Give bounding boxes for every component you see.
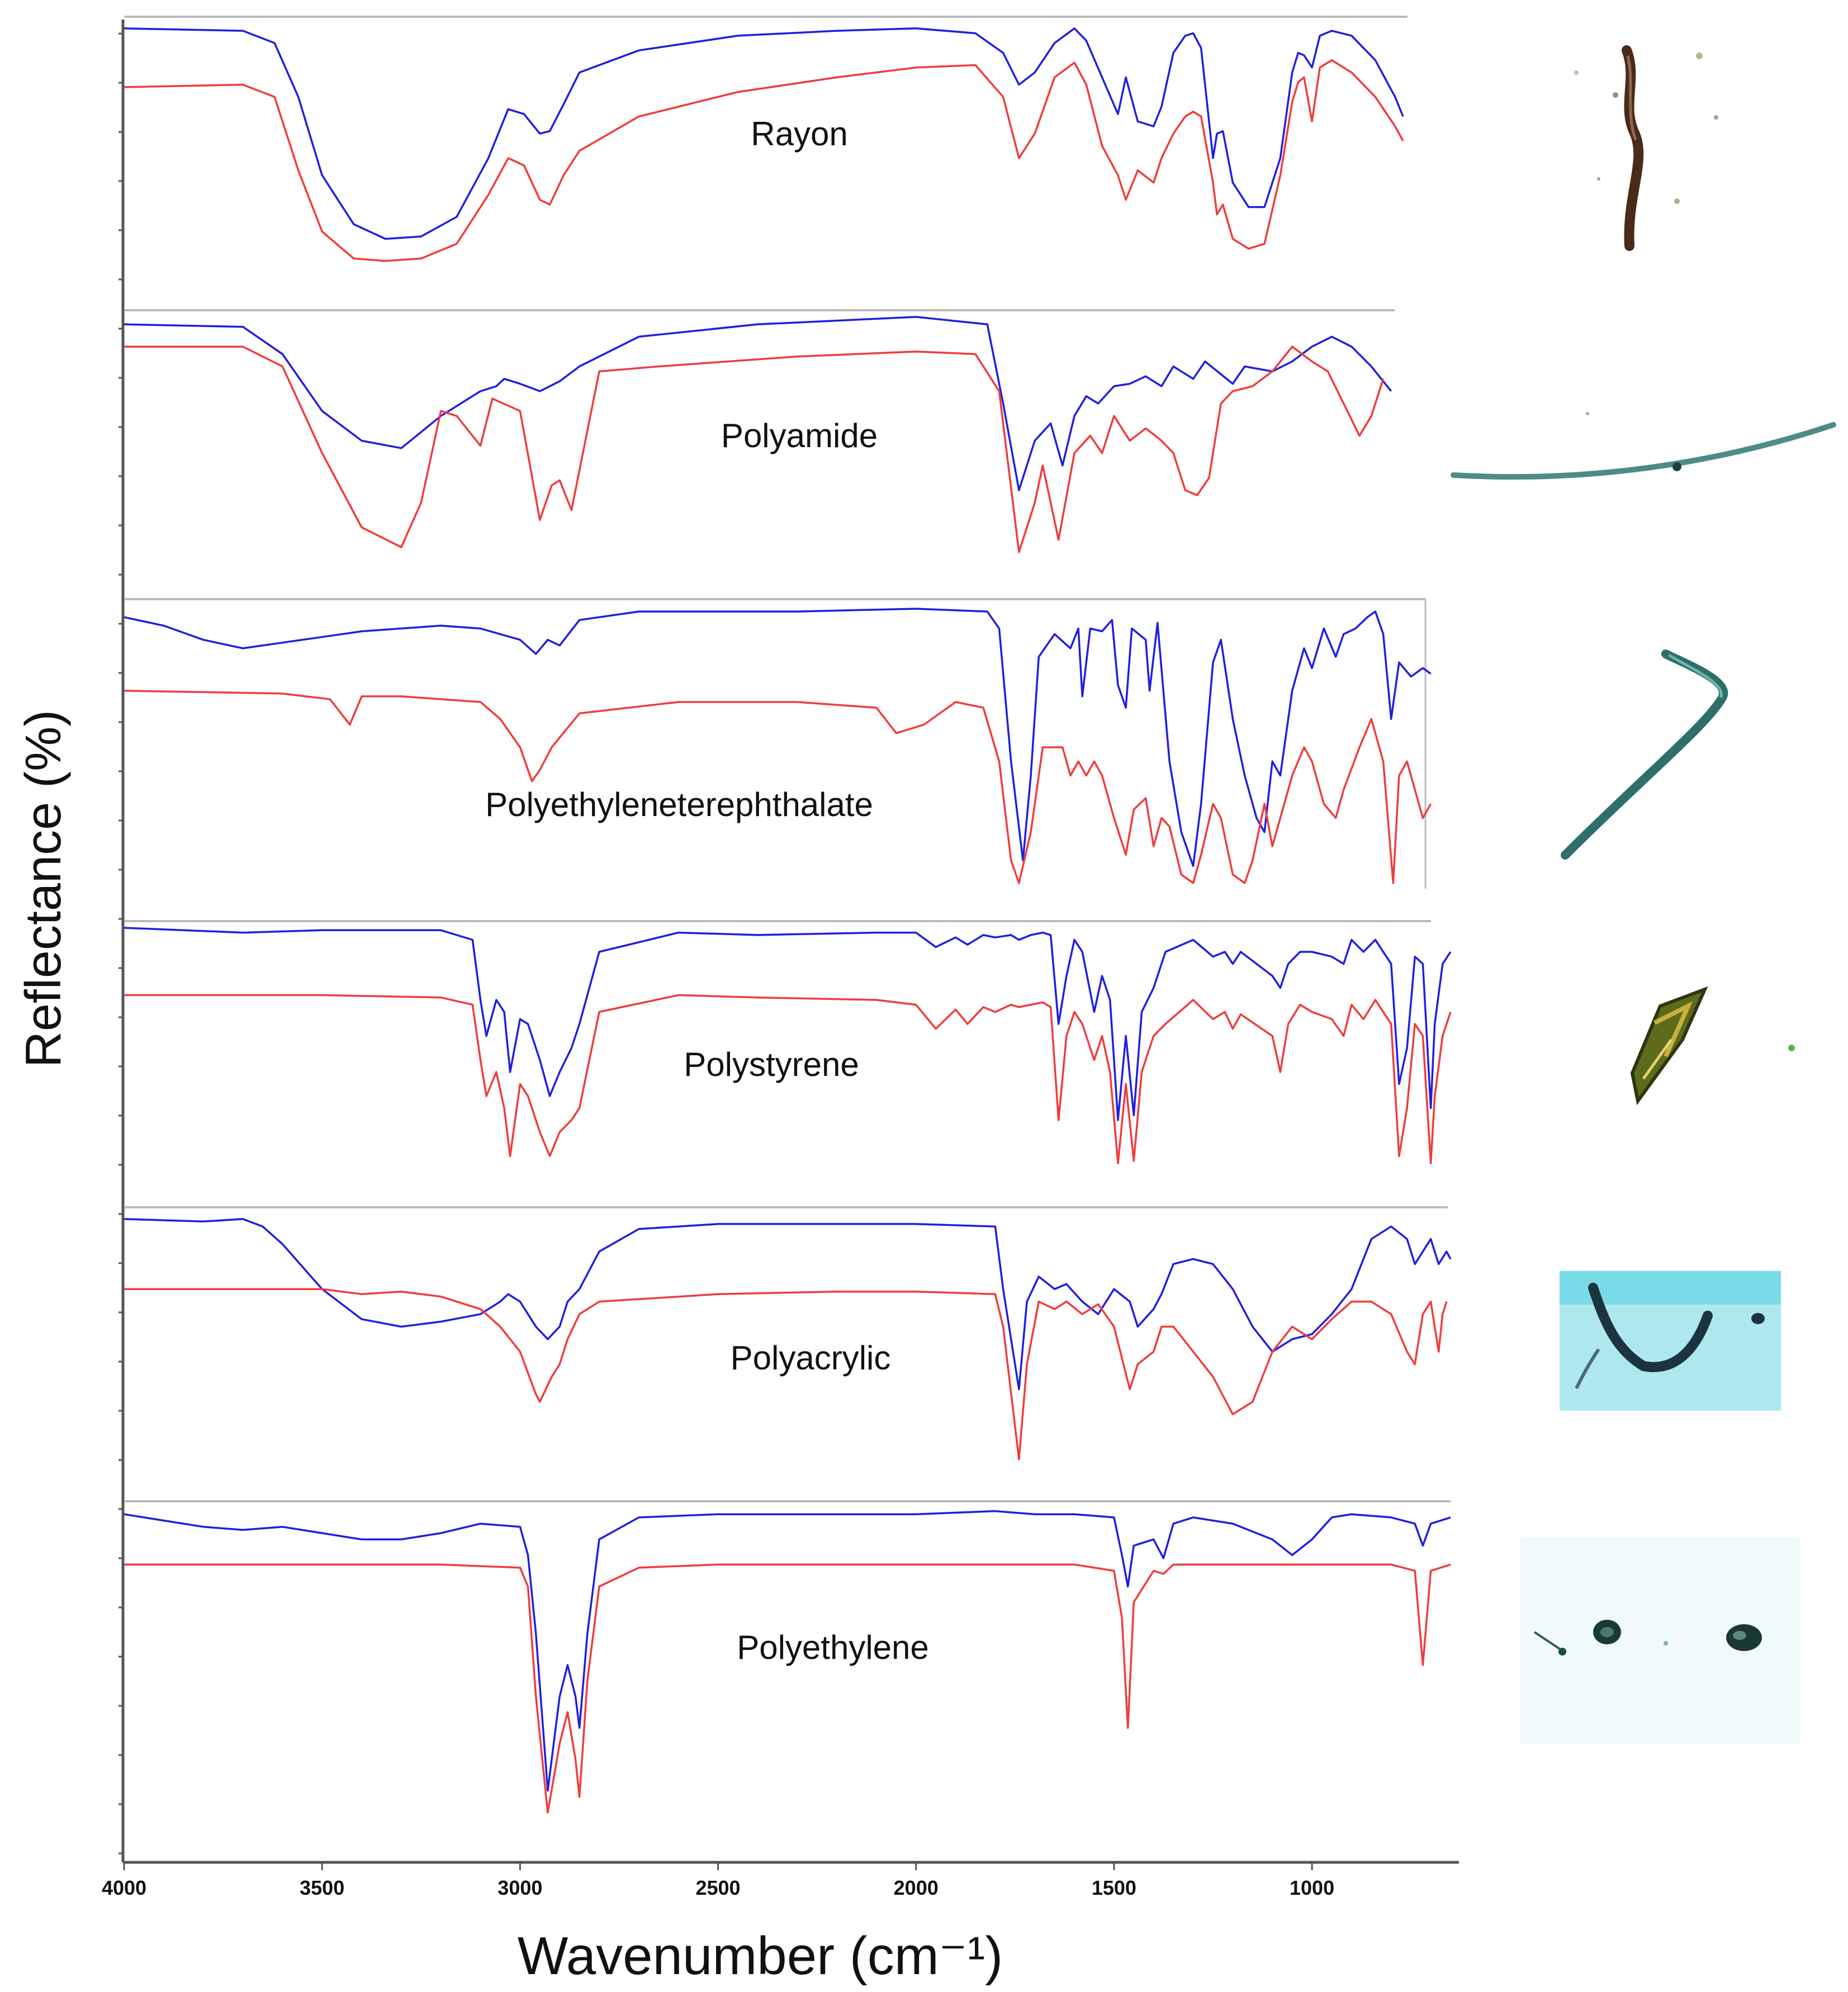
rayon-sample-image	[1532, 34, 1822, 268]
reference-spectrum-line	[124, 59, 1404, 262]
spectrum-panel-polyethyleneterephthalate: Polyethyleneterephthalate	[124, 598, 1432, 889]
panel-label: Polyacrylic	[731, 1339, 891, 1377]
panel-label: Polyethyleneterephthalate	[485, 786, 873, 823]
reference-spectrum-line	[124, 994, 1452, 1165]
spectrum-panel-polyamide: Polyamide	[124, 309, 1395, 553]
x-tick-labels: 4000 3500 3000 2500 2000 1500 1000	[102, 1862, 1334, 1899]
x-tick-label: 2000	[894, 1876, 939, 1899]
spectrum-panel-polystyrene: Polystyrene	[124, 920, 1452, 1165]
sample-spectrum-line	[124, 927, 1452, 1121]
polyamide-sample-image	[1448, 347, 1839, 503]
spectrum-panel-polyethylene: Polyethylene	[124, 1500, 1451, 1814]
spectrum-panel-polyacrylic: Polyacrylic	[124, 1206, 1452, 1460]
x-tick-label: 4000	[102, 1876, 146, 1899]
x-tick-label: 3500	[300, 1876, 344, 1899]
reference-spectrum-line	[124, 345, 1385, 553]
x-tick-label: 1000	[1290, 1876, 1334, 1899]
spectra-panels: Rayon Polyamide Polyethyleneterephthalate P…	[124, 16, 1452, 1814]
panel-label: Polyethylene	[737, 1629, 929, 1666]
spectrum-panel-rayon: Rayon	[124, 16, 1408, 262]
reference-spectrum-line	[124, 1563, 1451, 1814]
y-axis-title: Reflectance (%)	[16, 710, 72, 1068]
polystyrene-sample-image	[1593, 973, 1806, 1118]
reference-spectrum-line	[124, 690, 1432, 884]
x-axis-title: Wavenumber (cm⁻¹)	[518, 1926, 1003, 1986]
polyacrylic-sample-image	[1560, 1271, 1781, 1411]
x-tick-label: 1500	[1092, 1876, 1136, 1899]
pet-sample-image	[1498, 637, 1778, 872]
sample-spectrum-line	[124, 1510, 1451, 1792]
x-tick-label: 2500	[695, 1876, 740, 1899]
sample-spectrum-line	[124, 608, 1432, 867]
sample-spectrum-line	[124, 27, 1404, 240]
sample-spectrum-line	[124, 316, 1392, 491]
panel-label: Polystyrene	[684, 1046, 859, 1083]
panel-label: Rayon	[751, 115, 847, 153]
panel-label: Polyamide	[721, 417, 878, 454]
reference-spectrum-line	[124, 1288, 1448, 1460]
polyethylene-sample-image	[1520, 1537, 1800, 1744]
axes	[119, 20, 1459, 1864]
x-tick-label: 3000	[497, 1876, 542, 1899]
